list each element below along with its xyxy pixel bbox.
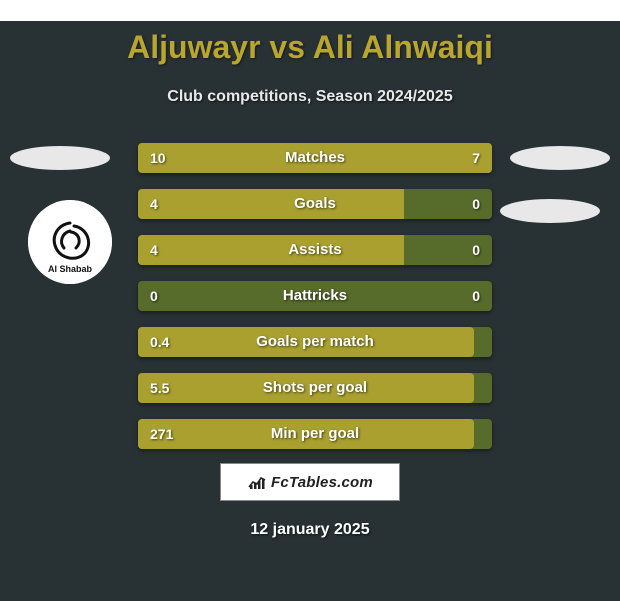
stat-bars: 107Matches40Goals40Assists00Hattricks0.4… (138, 143, 492, 465)
stat-row: 5.5Shots per goal (138, 373, 492, 403)
stat-row: 107Matches (138, 143, 492, 173)
club-name-left: Al Shabab (48, 264, 92, 274)
club-swirl-icon (43, 215, 97, 269)
chart-icon (247, 473, 267, 491)
stat-bar-left (138, 327, 474, 357)
watermark-text: FcTables.com (271, 474, 373, 491)
comparison-card: Aljuwayr vs Ali Alnwaiqi Club competitio… (0, 21, 620, 601)
player-right-photo-slot (510, 146, 610, 170)
page-title: Aljuwayr vs Ali Alnwaiqi (0, 21, 620, 66)
stat-row: 0 0Hattricks (138, 281, 492, 311)
watermark-badge[interactable]: FcTables.com (220, 463, 400, 501)
stat-row: 40Assists (138, 235, 492, 265)
player-left-photo-slot (10, 146, 110, 170)
club-logo-left: Al Shabab (28, 200, 112, 284)
page-subtitle: Club competitions, Season 2024/2025 (0, 88, 620, 106)
stat-bar-left (138, 235, 404, 265)
stat-bar-left (138, 189, 404, 219)
stat-bar-right (346, 143, 492, 173)
stat-value-left: 0 (150, 281, 158, 311)
stat-bar-left (138, 419, 474, 449)
stat-value-right: 0 (472, 235, 480, 265)
stat-row: 0.4Goals per match (138, 327, 492, 357)
stat-bar-left (138, 373, 474, 403)
stat-value-right: 0 (472, 189, 480, 219)
stat-bar-left (138, 143, 346, 173)
footer-date: 12 january 2025 (0, 521, 620, 539)
stat-row: 40Goals (138, 189, 492, 219)
stat-row: 271Min per goal (138, 419, 492, 449)
stat-value-right: 0 (472, 281, 480, 311)
player-right-club-slot (500, 199, 600, 223)
player-left-club-slot: Al Shabab (28, 200, 112, 284)
stat-label: Hattricks (138, 281, 492, 311)
